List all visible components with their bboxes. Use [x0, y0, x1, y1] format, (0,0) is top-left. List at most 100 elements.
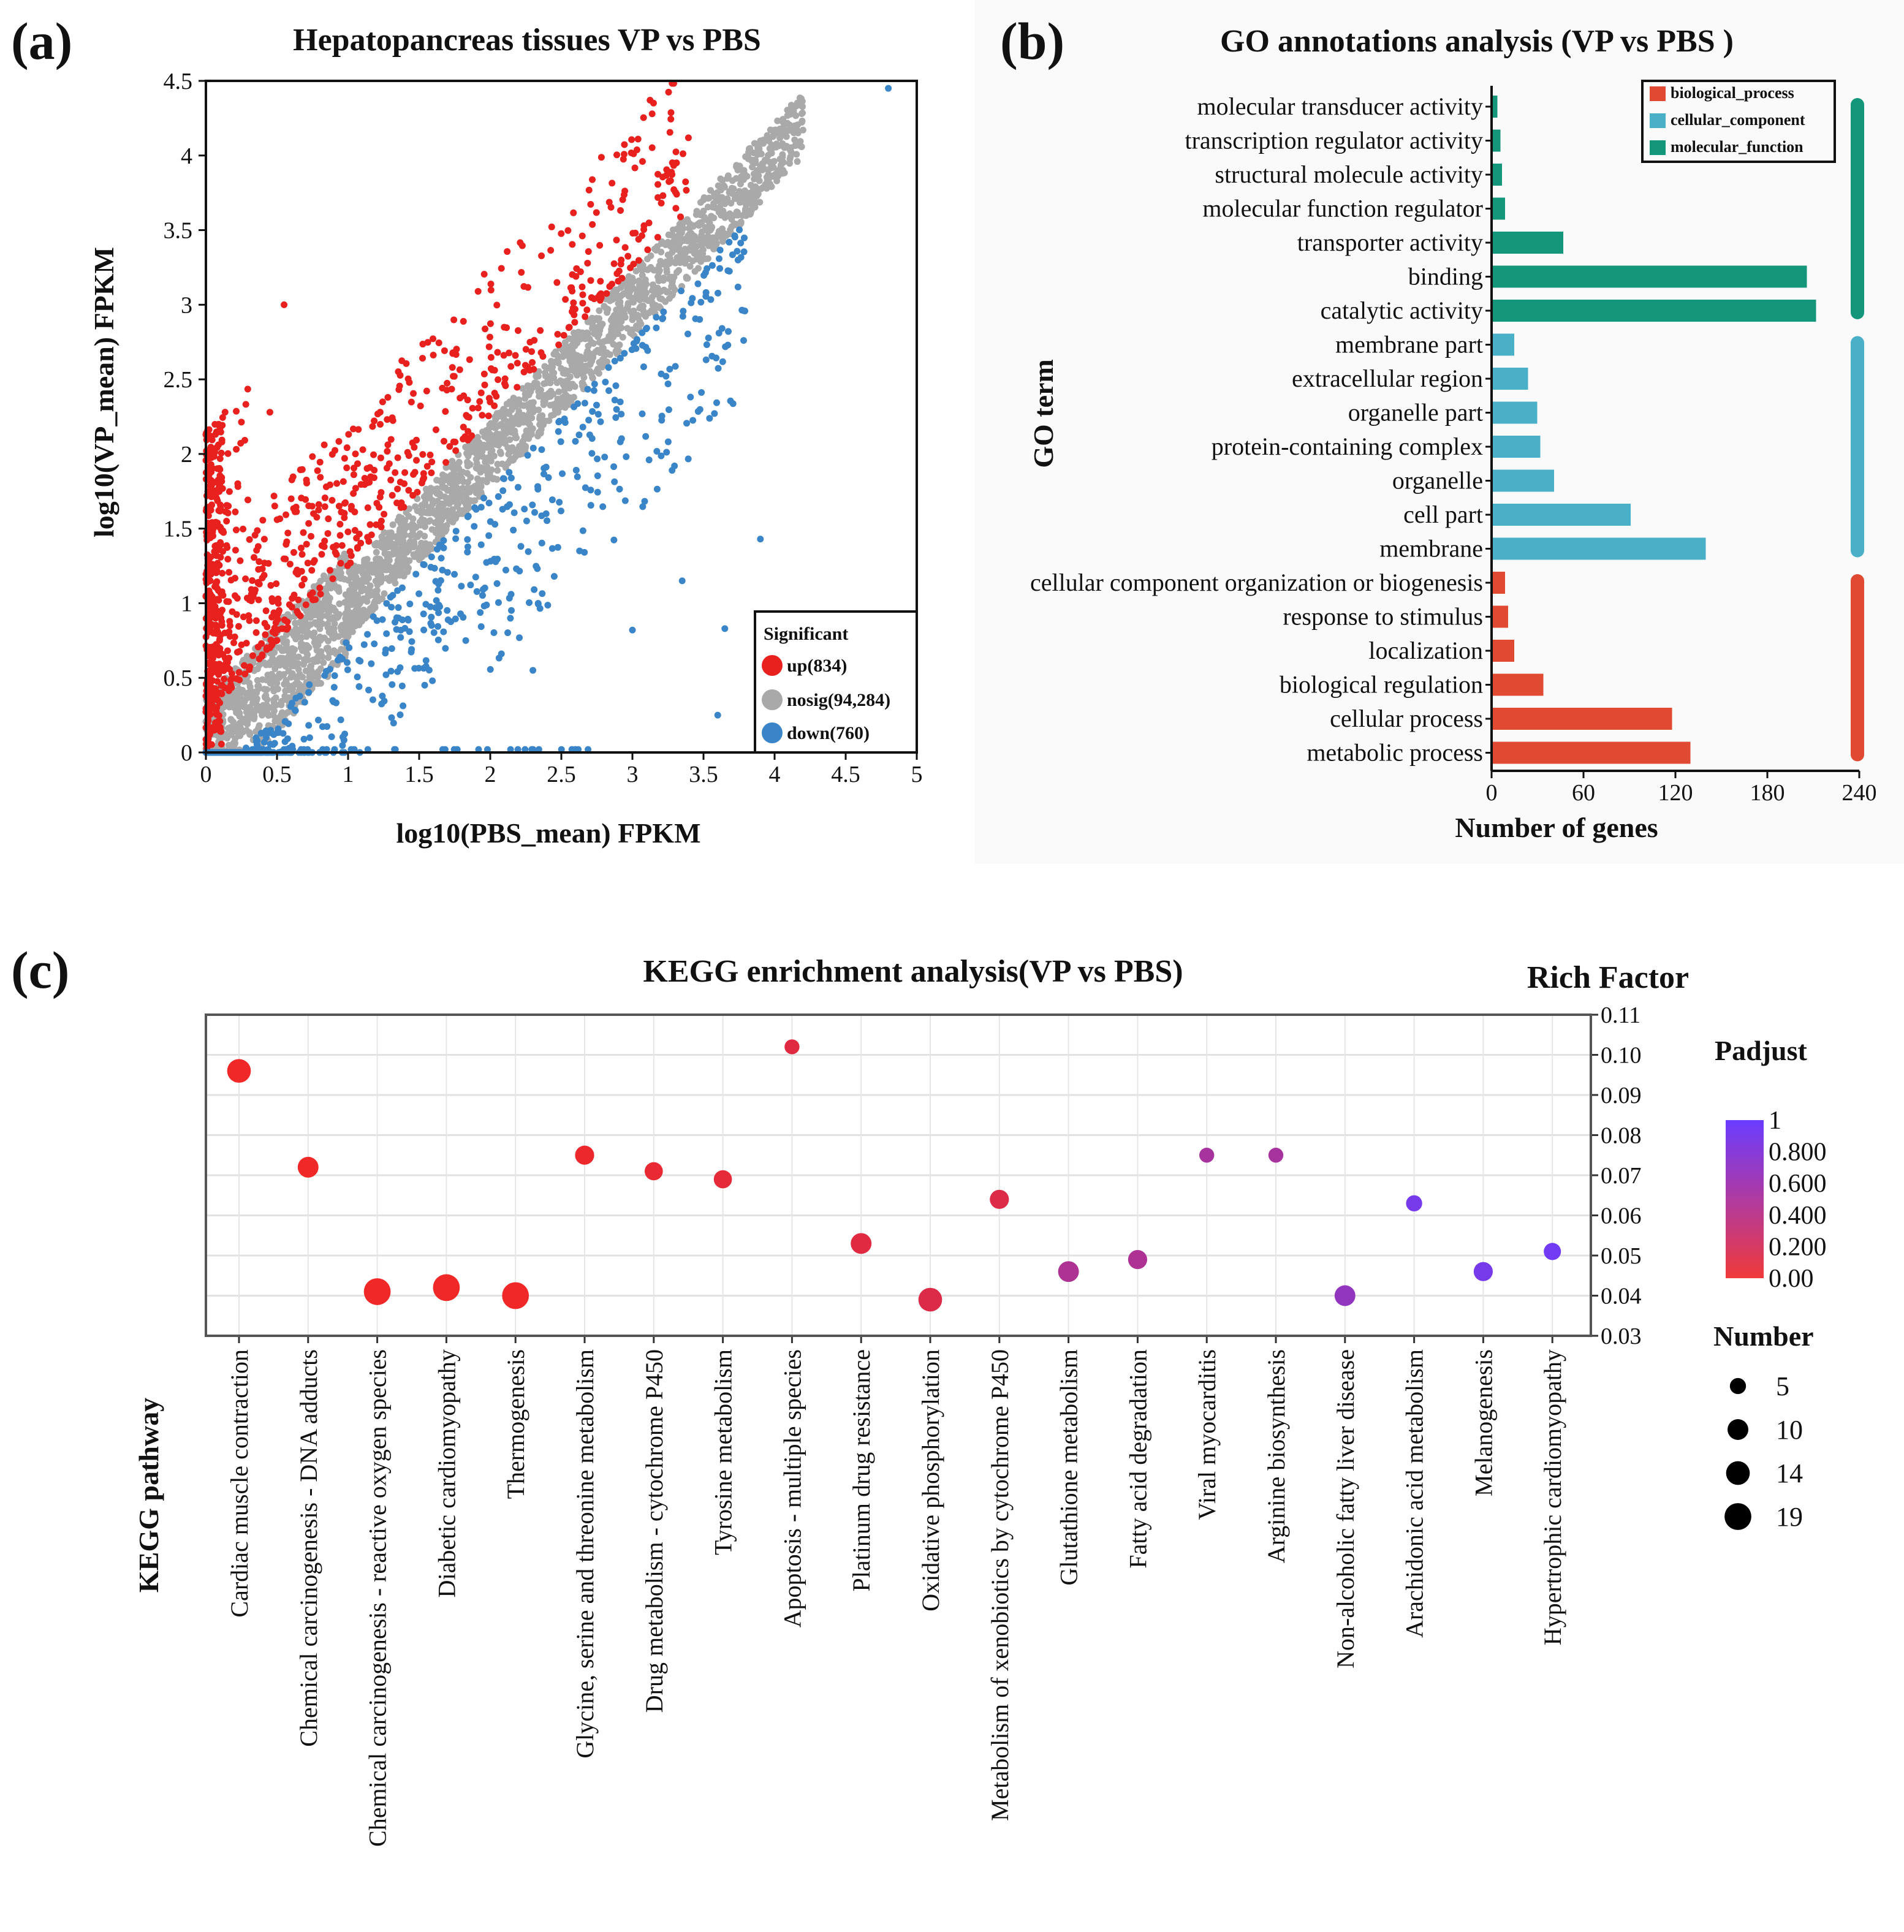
x-tick-label: 0	[200, 762, 212, 787]
point-up	[396, 382, 403, 390]
point-nosig	[585, 343, 592, 350]
legend-marker-down	[762, 722, 783, 743]
point-nosig	[274, 685, 281, 692]
point-down	[706, 415, 713, 422]
point-up	[226, 488, 233, 495]
point-up	[297, 544, 305, 551]
point-up	[287, 495, 295, 502]
point-down	[711, 410, 718, 417]
point-up	[613, 270, 621, 278]
point-up	[213, 583, 220, 591]
point-nosig	[484, 435, 491, 442]
point-down	[396, 664, 404, 672]
point-nosig	[787, 148, 795, 156]
point-down	[597, 418, 604, 425]
point-up	[571, 319, 578, 326]
point-down	[697, 298, 705, 306]
point-nosig	[635, 277, 643, 284]
point-up	[223, 542, 230, 549]
point-up	[216, 480, 223, 488]
kegg-dot	[502, 1282, 529, 1309]
point-up	[227, 681, 235, 689]
point-up	[363, 479, 371, 487]
kegg-pathway-label: Metabolism of xenobiotics by cytochrome …	[986, 1349, 1014, 1821]
point-down	[623, 453, 630, 460]
point-nosig	[459, 485, 466, 492]
point-nosig	[442, 523, 449, 531]
point-down	[658, 452, 665, 460]
kegg-x-label: KEGG pathway	[133, 1398, 164, 1593]
point-nosig	[567, 398, 575, 405]
point-up	[413, 456, 420, 464]
go-bar	[1493, 469, 1554, 492]
point-up	[355, 426, 362, 433]
point-nosig	[571, 383, 578, 390]
point-down	[531, 509, 539, 516]
point-down	[538, 446, 545, 453]
point-nosig	[338, 623, 346, 631]
point-down	[422, 600, 430, 608]
point-nosig	[336, 600, 343, 607]
point-down	[477, 609, 484, 616]
point-up	[343, 444, 351, 452]
point-up	[522, 346, 529, 353]
point-nosig	[297, 640, 305, 647]
point-up	[589, 221, 596, 228]
point-down	[628, 346, 635, 354]
x-tick-label: 1	[343, 762, 354, 787]
kegg-dots	[227, 1039, 1561, 1312]
point-up	[401, 469, 409, 476]
point-down	[499, 506, 506, 513]
point-up	[305, 520, 313, 527]
point-nosig	[262, 692, 270, 699]
point-up	[244, 385, 251, 393]
point-nosig	[770, 126, 778, 134]
point-up	[481, 381, 488, 388]
point-down	[408, 646, 415, 653]
kegg-plot-frame	[205, 1013, 1592, 1337]
point-nosig	[415, 556, 423, 564]
point-down	[572, 438, 579, 445]
point-up	[502, 382, 509, 389]
point-up	[217, 589, 224, 597]
legend-swatch-mf	[1650, 140, 1666, 155]
point-nosig	[425, 518, 433, 525]
point-down	[548, 496, 556, 504]
point-up	[208, 593, 216, 600]
point-nosig	[464, 463, 471, 470]
kegg-pathway-label: Fatty acid degradation	[1124, 1349, 1151, 1569]
point-up	[469, 404, 476, 412]
point-up	[238, 419, 245, 426]
point-down	[398, 584, 406, 591]
point-nosig	[486, 421, 493, 428]
point-nosig	[699, 246, 707, 254]
kegg-y-tick-label: 0.07	[1601, 1163, 1642, 1189]
point-down	[467, 581, 474, 589]
point-nosig	[388, 543, 395, 550]
point-nosig	[579, 380, 586, 387]
point-nosig	[352, 578, 359, 585]
point-down	[611, 396, 618, 404]
point-up	[501, 375, 509, 382]
point-nosig	[255, 683, 262, 690]
scatter-legend-title: Significant	[764, 624, 848, 644]
point-down	[523, 517, 530, 525]
go-category-label: response to stimulus	[1283, 603, 1483, 631]
point-nosig	[632, 267, 640, 275]
point-nosig	[307, 621, 314, 628]
point-nosig	[300, 661, 307, 668]
point-up	[572, 273, 580, 280]
point-nosig	[460, 507, 468, 514]
point-up	[452, 350, 460, 358]
point-nosig	[271, 665, 279, 672]
x-tick-label: 4	[769, 762, 781, 787]
point-nosig	[742, 199, 749, 206]
point-down	[724, 328, 732, 335]
point-nosig	[314, 680, 322, 688]
size-legend: 5 10 14 19	[1724, 1371, 1803, 1532]
x-tick-label: 3.5	[689, 762, 718, 787]
go-bar	[1493, 605, 1508, 628]
point-nosig	[713, 240, 720, 248]
x-tick-label: 2.5	[547, 762, 576, 787]
point-down	[729, 251, 736, 259]
